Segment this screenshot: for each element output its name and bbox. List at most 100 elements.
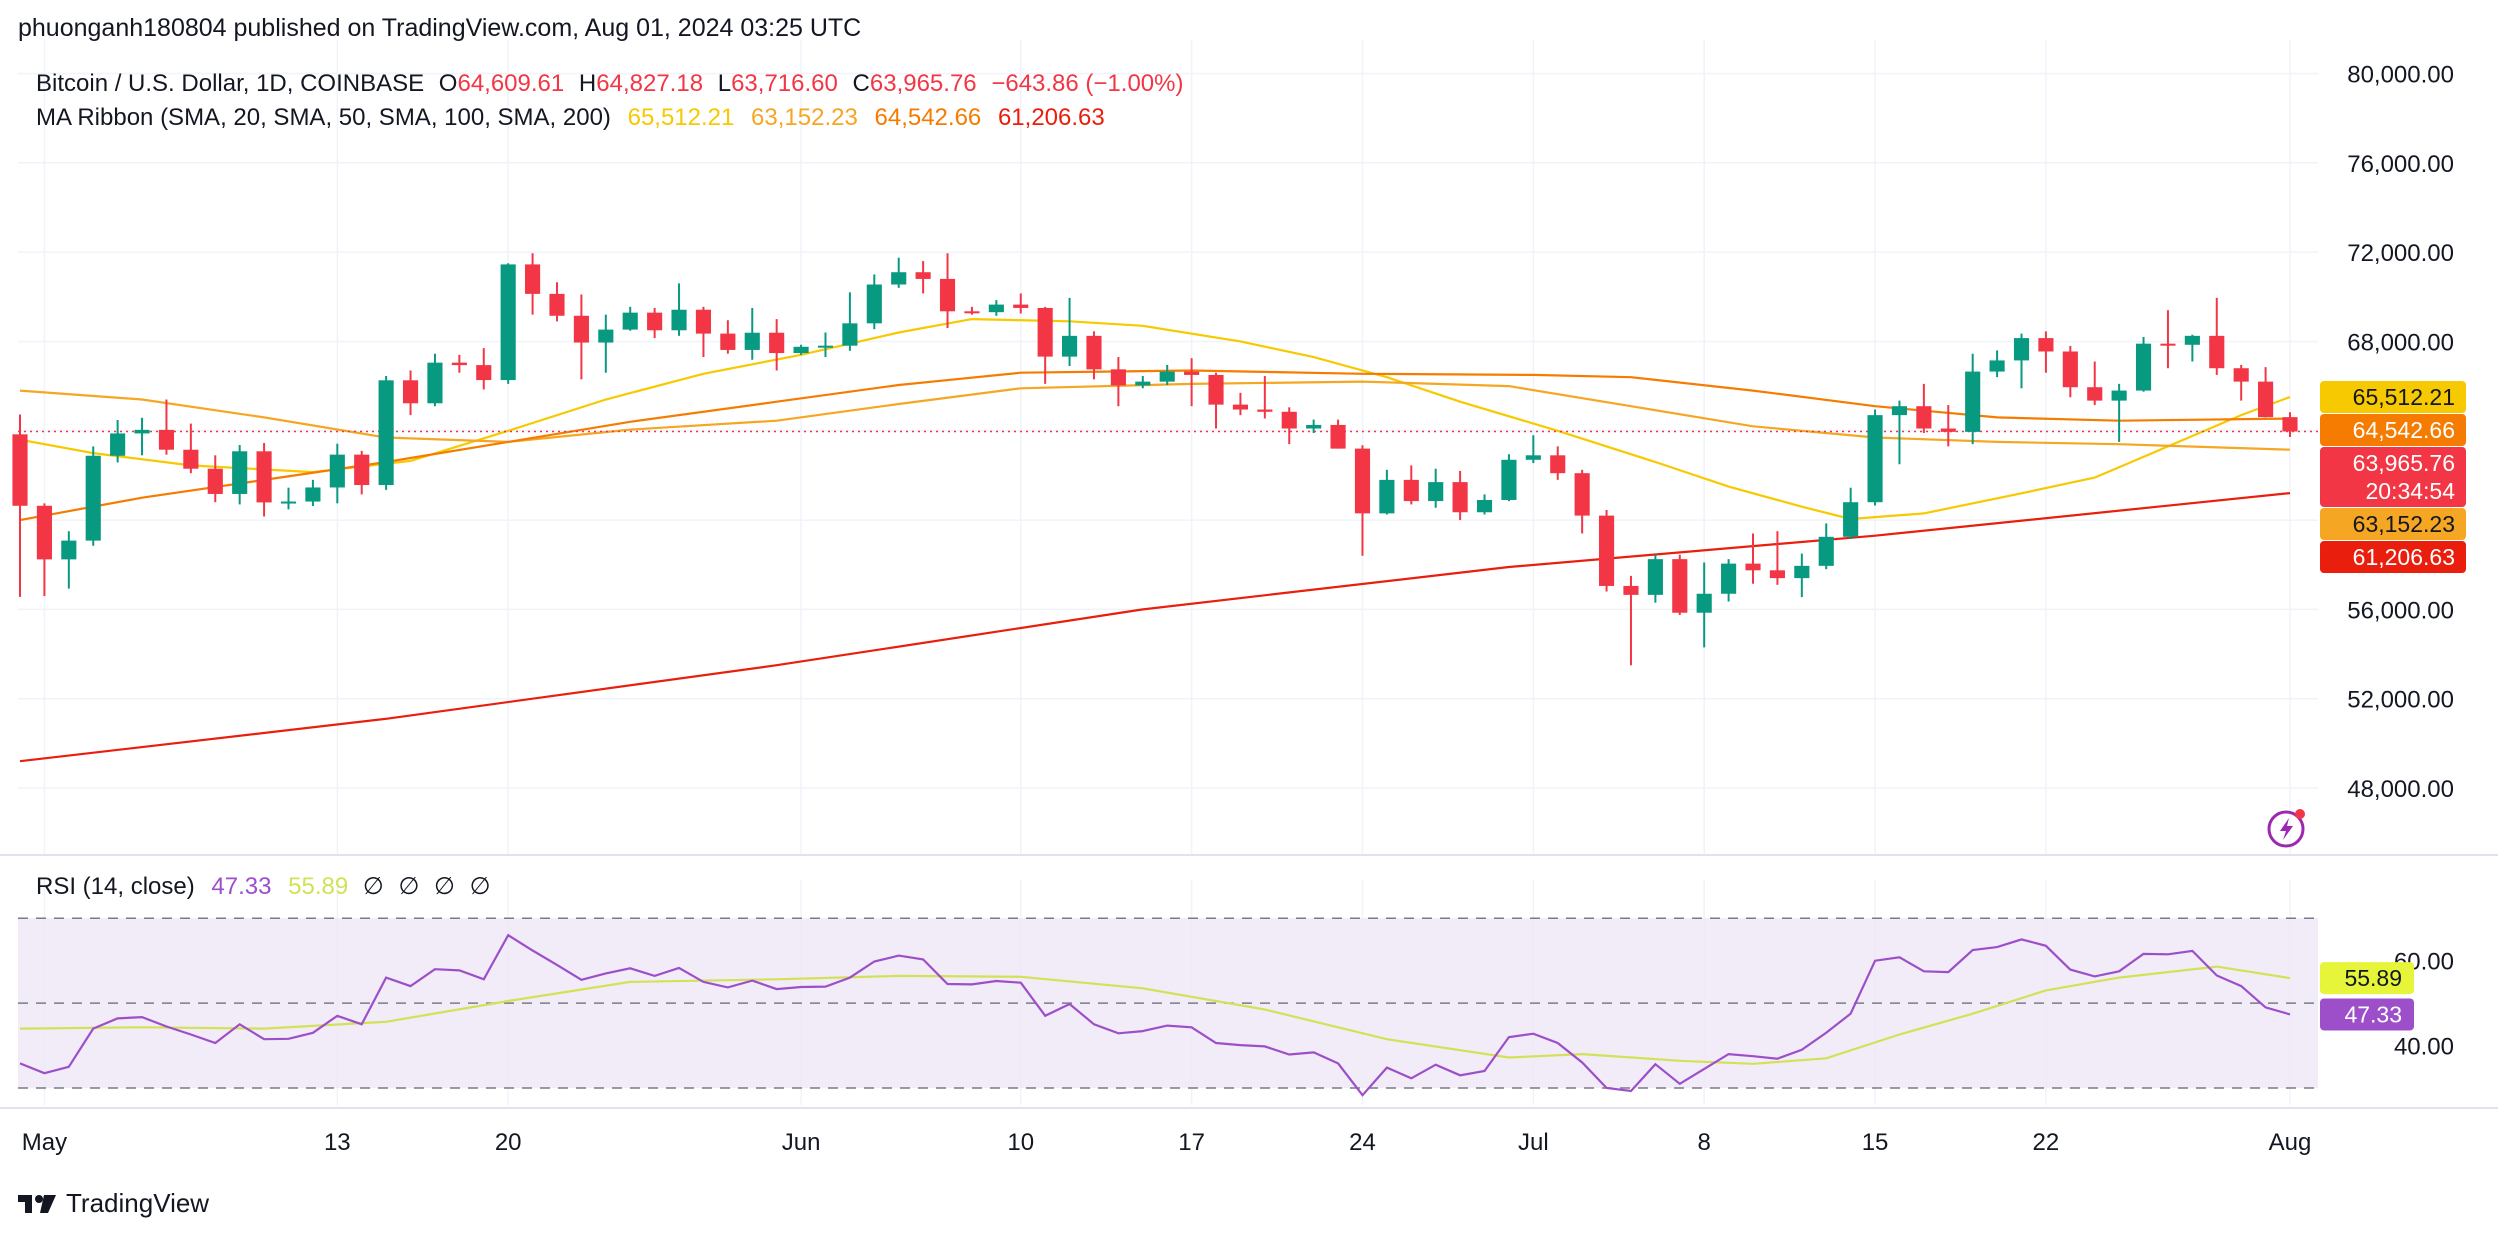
low-label: L: [717, 70, 732, 97]
candle-body: [12, 434, 28, 506]
time-tick-label: 20: [495, 1129, 522, 1156]
candle-body: [1940, 428, 1956, 432]
price-tick-label: 48,000.00: [2347, 776, 2454, 803]
candle-body: [2258, 381, 2274, 418]
ma20-value: 65,512.21: [627, 104, 735, 131]
candle-body: [1818, 536, 1834, 566]
ma100-value: 64,542.66: [874, 104, 982, 131]
candle-body: [866, 284, 882, 324]
candle-body: [1794, 565, 1810, 579]
candle-body: [36, 505, 52, 560]
rsi-ma-value: 55.89: [288, 873, 349, 900]
candle-body: [1281, 411, 1297, 429]
candle-body: [1647, 559, 1663, 595]
candle-body: [1891, 406, 1908, 416]
na-mark: ∅: [434, 873, 455, 900]
candle-body: [939, 278, 956, 312]
price-badge-label: 64,542.66: [2353, 417, 2455, 443]
tradingview-logo-icon: [18, 1194, 56, 1213]
candle-body: [695, 309, 712, 334]
candle-body: [183, 449, 199, 469]
candle-body: [1086, 335, 1102, 370]
rsi-badge-label: 55.89: [2344, 965, 2402, 991]
candle-body: [964, 311, 980, 314]
lightning-bolt-icon[interactable]: [2267, 806, 2309, 848]
price-tick-label: 72,000.00: [2347, 240, 2454, 267]
time-tick-label: Aug: [2269, 1129, 2312, 1156]
candle-body: [2087, 387, 2103, 401]
time-tick-label: 10: [1007, 1129, 1034, 1156]
candle-body: [1354, 448, 1371, 514]
high-value: 64,827.18: [596, 70, 704, 97]
high-label: H: [578, 70, 597, 97]
candle-body: [769, 332, 785, 354]
candle-body: [1721, 563, 1737, 594]
candle-body: [280, 501, 297, 504]
candle-body: [2013, 338, 2030, 361]
candle-body: [671, 309, 687, 331]
candle-body: [1916, 406, 1932, 429]
candle-body: [1598, 515, 1615, 586]
candle-body: [1550, 455, 1566, 474]
time-tick-label: 8: [1698, 1129, 1711, 1156]
candle-body: [647, 312, 663, 331]
symbol-legend[interactable]: Bitcoin / U.S. Dollar, 1D, COINBASE O64,…: [36, 70, 1183, 98]
close-value: 63,965.76: [869, 70, 977, 97]
candle-body: [1501, 459, 1517, 500]
candle-body: [1184, 371, 1200, 375]
candle-body: [1037, 307, 1053, 357]
price-badge: [2320, 380, 2466, 413]
price-tick-label: 80,000.00: [2347, 61, 2454, 88]
na-mark: ∅: [469, 873, 491, 900]
ma-line-sma-50: [19, 380, 2291, 451]
candle-body: [2184, 335, 2200, 345]
candle-body: [2160, 343, 2176, 346]
candle-body: [1013, 304, 1029, 308]
time-tick-label: Jul: [1518, 1129, 1549, 1156]
candle-body: [134, 429, 150, 434]
candle-body: [207, 468, 223, 494]
rsi-layer: [19, 933, 2291, 1097]
candle-body: [61, 540, 77, 560]
time-tick-label: 22: [2033, 1129, 2060, 1156]
candle-body: [1403, 479, 1419, 502]
rsi-legend[interactable]: RSI (14, close) 47.33 55.89 ∅ ∅ ∅ ∅: [36, 872, 491, 901]
price-badge-label: 63,965.76: [2353, 450, 2455, 476]
candle-body: [988, 304, 1004, 313]
candle-body: [842, 323, 858, 346]
na-mark: ∅: [362, 873, 384, 900]
candle-body: [500, 264, 516, 381]
candle-body: [891, 272, 907, 285]
rsi-value: 47.33: [211, 873, 272, 900]
tradingview-wordmark: TradingView: [66, 1188, 210, 1218]
tradingview-logo[interactable]: TradingView: [18, 1188, 209, 1219]
candle-body: [1306, 424, 1322, 429]
ma-ribbon-label: MA Ribbon (SMA, 20, SMA, 50, SMA, 100, S…: [36, 104, 611, 131]
ma-line-sma-100: [19, 369, 2291, 522]
candle-body: [1208, 374, 1224, 405]
ma-line-sma-200: [19, 492, 2291, 763]
price-tick-label: 52,000.00: [2347, 687, 2454, 714]
candle-body: [256, 451, 272, 503]
candle-body: [1135, 381, 1151, 386]
countdown-label: 20:34:54: [2365, 478, 2455, 504]
candle-body: [915, 272, 931, 279]
candle-body: [158, 429, 175, 450]
time-tick-label: 15: [1862, 1129, 1889, 1156]
candle-body: [2282, 417, 2298, 432]
candle-body: [476, 365, 492, 381]
ma-ribbon-legend[interactable]: MA Ribbon (SMA, 20, SMA, 50, SMA, 100, S…: [36, 104, 1105, 132]
candle-body: [2135, 343, 2152, 391]
low-value: 63,716.60: [731, 70, 838, 97]
price-badge: [2320, 446, 2466, 507]
candle-body: [1379, 479, 1395, 514]
time-tick-label: 24: [1349, 1129, 1376, 1156]
candle-body: [1989, 360, 2005, 372]
candle-body: [1965, 371, 1981, 432]
candle-body: [2209, 335, 2225, 369]
candle-body: [451, 362, 467, 366]
candle-body: [2233, 368, 2249, 382]
rsi-label: RSI (14, close): [36, 873, 195, 900]
candle-body: [817, 345, 834, 348]
